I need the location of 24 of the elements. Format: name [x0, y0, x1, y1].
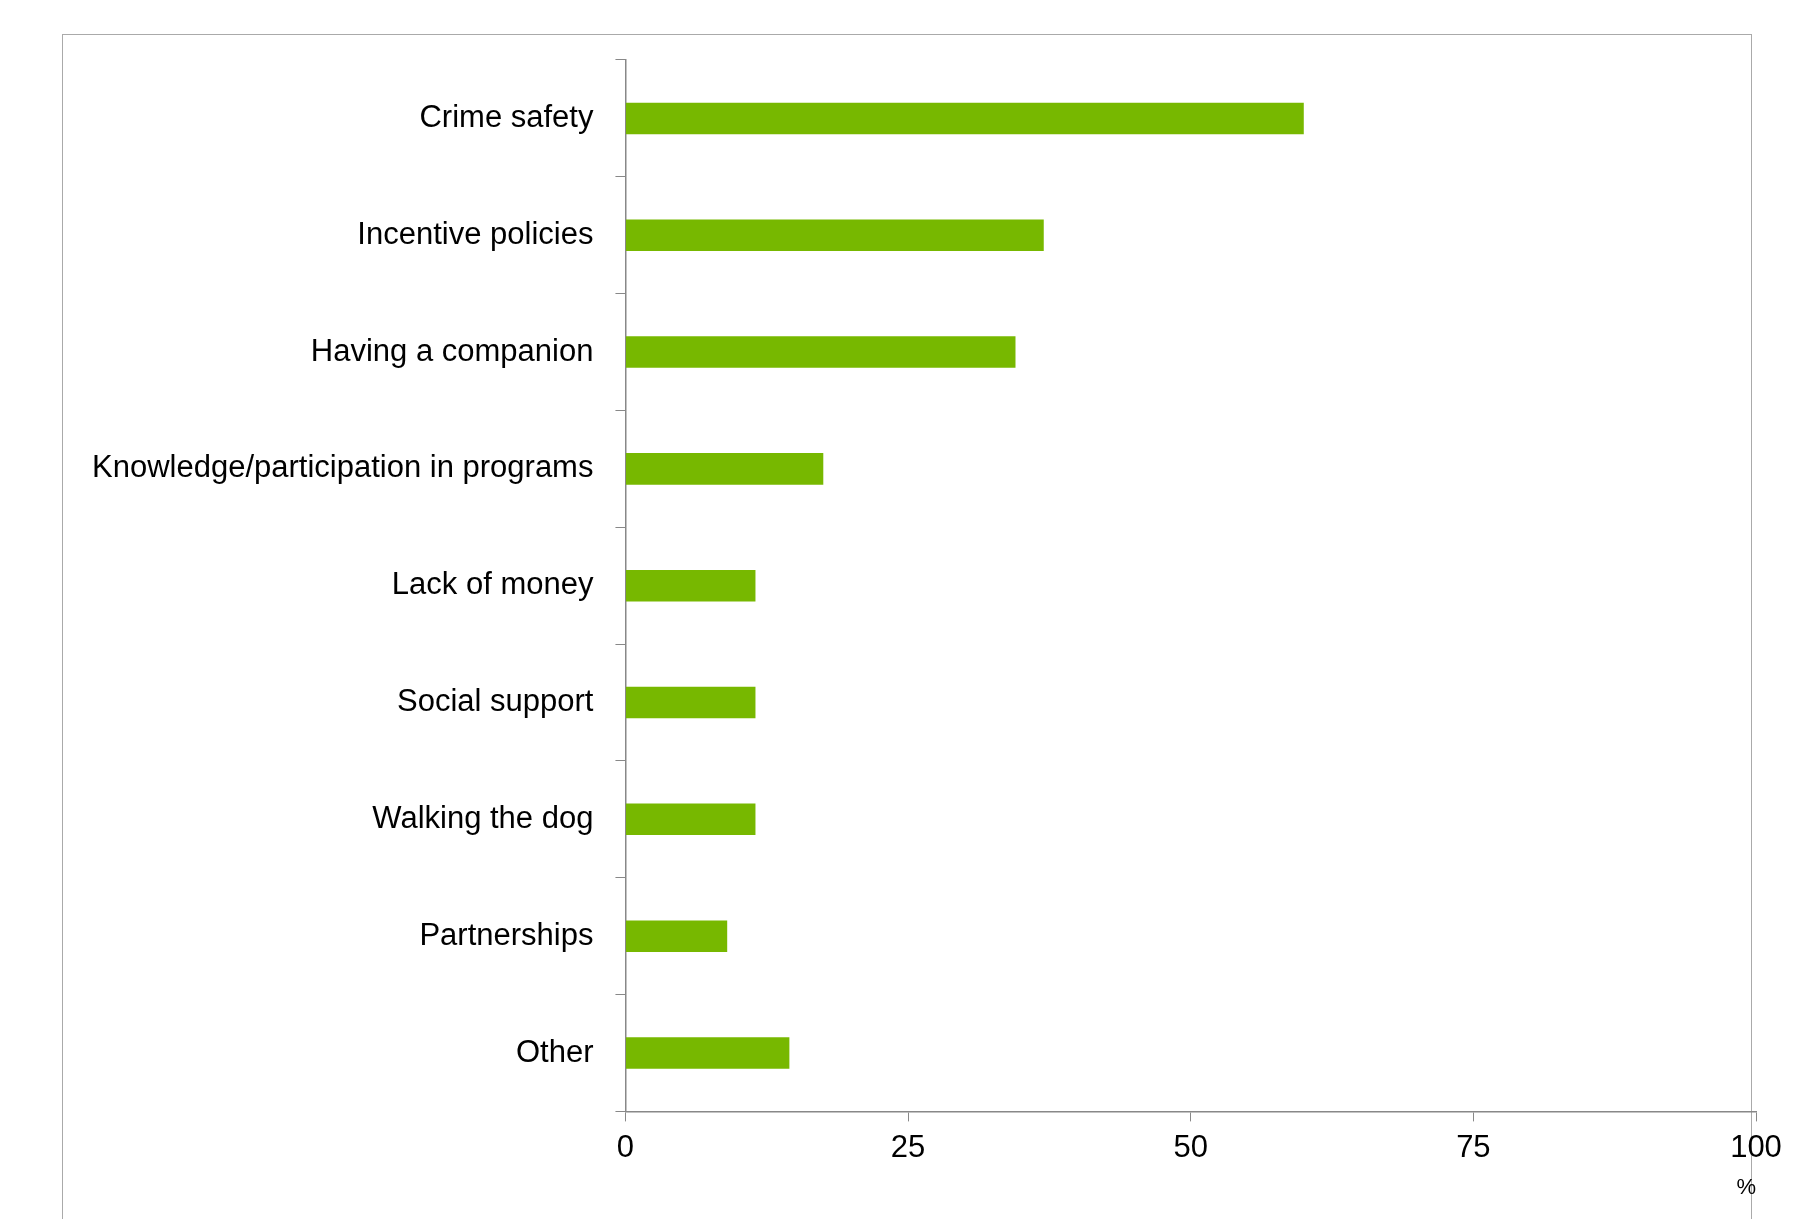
x-tick-label: 0: [616, 1128, 635, 1164]
y-tick-label: Walking the dog: [372, 799, 594, 835]
x-tick-label: 50: [1173, 1128, 1208, 1164]
y-tick-label: Lack of money: [391, 566, 594, 602]
bar: [625, 453, 824, 485]
x-tick-label: 100: [1730, 1128, 1782, 1164]
bar: [625, 219, 1044, 251]
bar: [625, 102, 1304, 135]
y-tick-label: Other: [515, 1033, 594, 1069]
x-tick-label: 25: [890, 1128, 926, 1164]
bar: [625, 686, 756, 719]
bar: [625, 803, 756, 836]
bar: [625, 1037, 790, 1069]
x-tick-label: 75: [1456, 1128, 1491, 1164]
bar: [625, 569, 756, 602]
y-tick-label: Social support: [397, 683, 594, 719]
bar: [625, 920, 728, 952]
x-axis-title: %: [1736, 1173, 1756, 1199]
y-tick-label: Knowledge/participation in programs: [92, 449, 594, 485]
y-tick-label: Crime safety: [419, 98, 594, 134]
y-tick-label: Incentive policies: [357, 215, 594, 251]
bar: [625, 336, 1016, 368]
y-tick-label: Partnerships: [419, 916, 594, 952]
y-tick-label: Having a companion: [310, 332, 594, 368]
